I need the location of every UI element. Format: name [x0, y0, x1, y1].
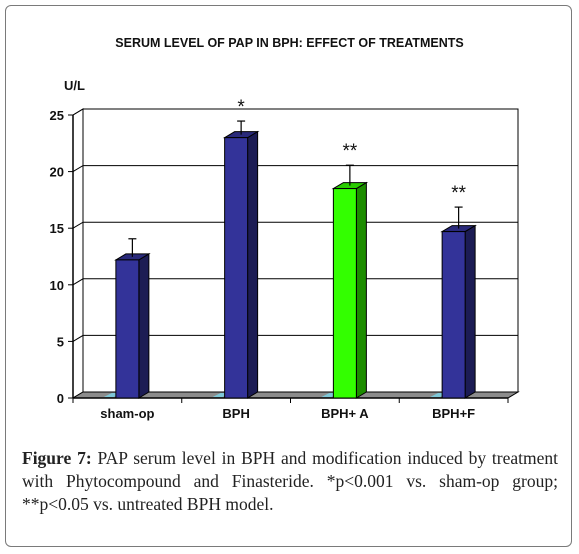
gridline — [72, 108, 518, 116]
y-axis-unit-label: U/L — [64, 78, 85, 93]
bar-BPH+F — [441, 231, 466, 399]
plot-side-wall — [72, 108, 84, 399]
y-tick-label: 15 — [50, 221, 64, 236]
x-tick-label: BPH — [222, 406, 249, 421]
bar-BPH+F-side — [464, 224, 476, 399]
figure-caption: Figure 7: PAP serum level in BPH and mod… — [22, 447, 558, 516]
caption-text: PAP serum level in BPH and modification … — [22, 448, 558, 514]
bar-sham-op — [115, 259, 140, 399]
gridline — [72, 165, 518, 173]
chart-title: SERUM LEVEL OF PAP IN BPH: EFFECT OF TRE… — [115, 36, 464, 50]
bar-BPH+ A — [332, 188, 357, 399]
bar-BPH — [224, 137, 249, 399]
significance-label: ** — [342, 141, 357, 162]
gridline — [72, 221, 518, 229]
bar-chart: 0 5 10 15 20 25 sham-op * BPH ** BPH+ A ** BPH+F — [50, 97, 520, 421]
y-tick-label: 20 — [50, 165, 64, 180]
x-tick-label: BPH+ A — [321, 406, 369, 421]
y-tick-label: 5 — [57, 334, 64, 349]
bar-BPH+ A-side — [355, 181, 367, 399]
figure-label: Figure 7: — [22, 448, 92, 468]
x-tick-label: BPH+F — [432, 406, 475, 421]
gridline — [72, 278, 518, 286]
y-tick-label: 25 — [50, 108, 64, 123]
x-tick-label: sham-op — [100, 406, 154, 421]
gridline — [72, 334, 518, 342]
bar-sham-op-side — [138, 253, 150, 399]
significance-label: * — [237, 97, 245, 118]
bar-BPH-side — [247, 130, 259, 399]
y-tick-label: 0 — [57, 391, 64, 406]
y-tick-label: 10 — [50, 278, 64, 293]
significance-label: ** — [451, 183, 466, 204]
